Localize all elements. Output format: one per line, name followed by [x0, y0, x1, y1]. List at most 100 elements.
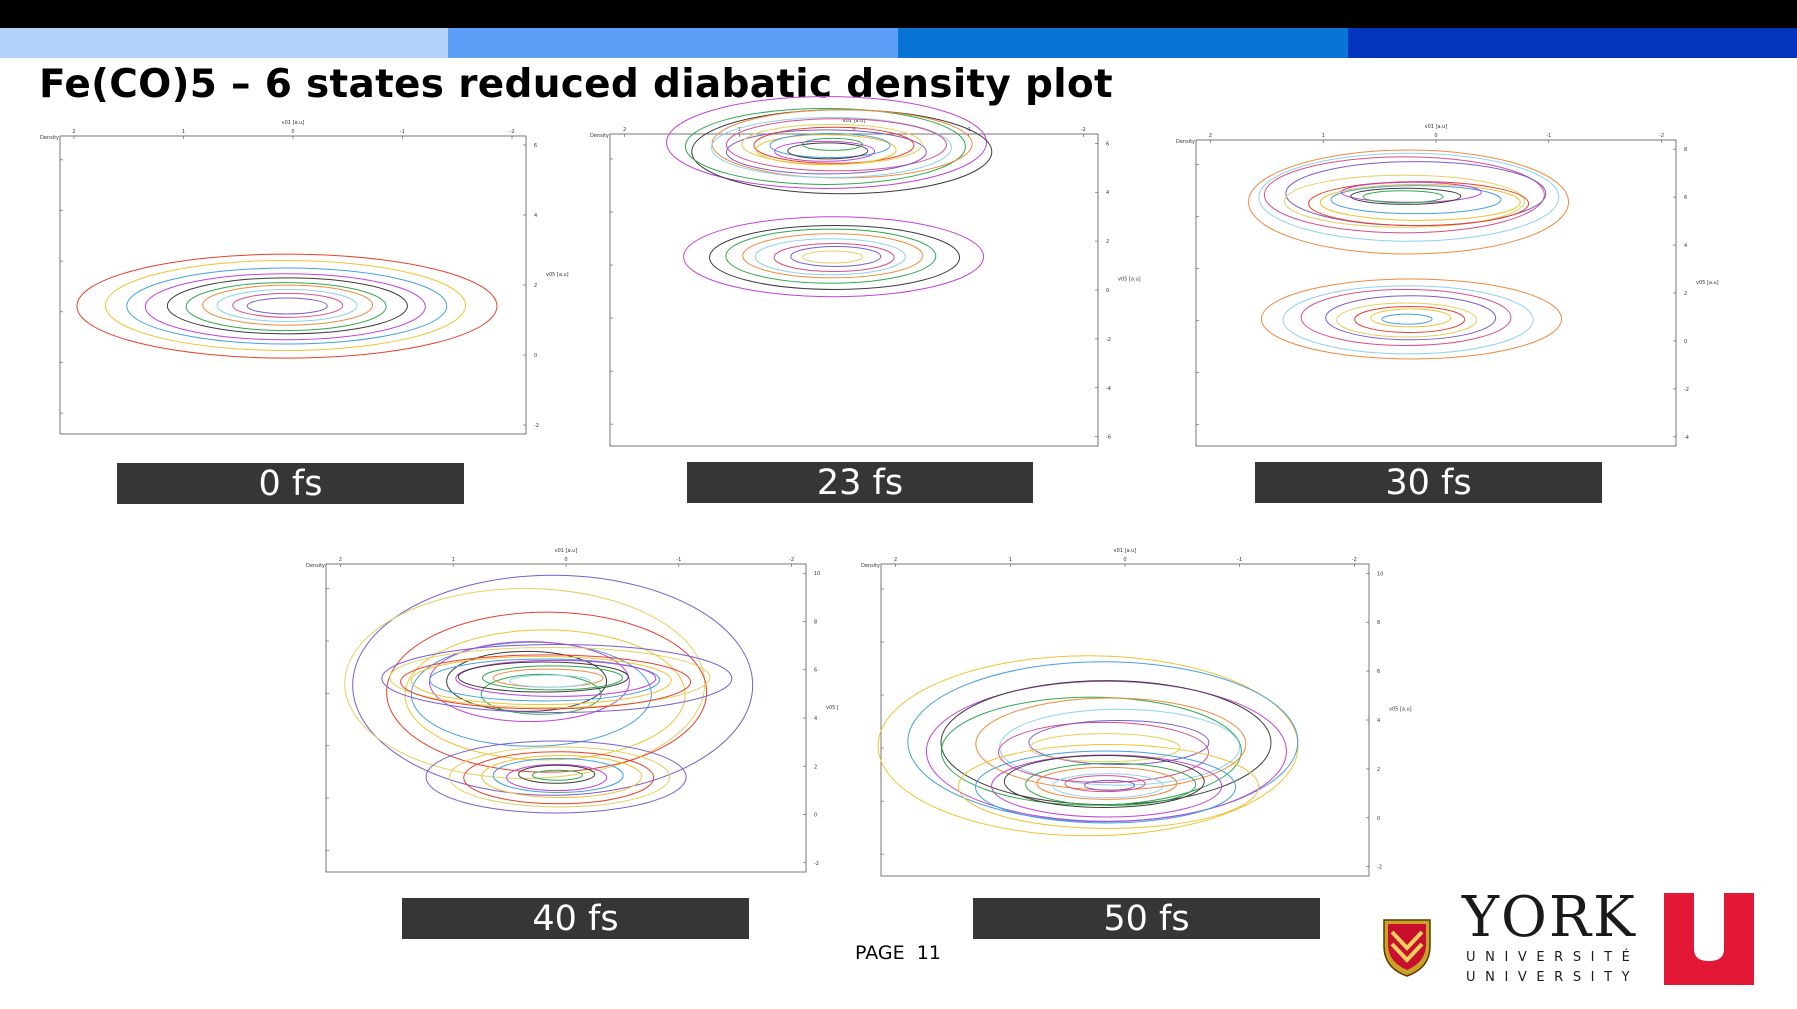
contour-line [1319, 183, 1521, 221]
contour-line [1028, 719, 1210, 765]
x-tick-label: 0 [564, 557, 567, 563]
contour-line [1381, 313, 1433, 325]
corner-label: Density [306, 563, 325, 569]
y-axis-label: v05 [a.u] [1389, 707, 1412, 713]
plot-frame [609, 133, 1099, 447]
caption-23fs: 23 fs [687, 462, 1033, 503]
contour-line [76, 253, 498, 359]
density-plot-50fs: 2 1 0 -1 -2 v01 [a.u] Density 10 8 6 4 2 0 -2 v05 [a.u… [855, 544, 1415, 884]
york-u-mark-icon [1664, 893, 1754, 985]
y-axis-label: v05 [a.u] [1696, 280, 1719, 286]
y-tick-label: -2 [814, 861, 819, 867]
density-plot-svg: 2 1 0 -1 -2 v01 [a.u] Density 8 6 4 2 0 -2 -4 v05 [a.u… [1176, 124, 1719, 447]
contour-line [1258, 152, 1560, 242]
y-tick-label: 4 [1377, 718, 1380, 724]
y-tick-label: 0 [1684, 339, 1687, 345]
y-tick-label: 6 [534, 143, 537, 149]
y-axis-label: v05 [a.u] [1118, 277, 1141, 283]
contour-line [410, 641, 652, 747]
corner-label: Density [40, 135, 59, 141]
x-tick-label: -2 [510, 129, 515, 135]
x-axis-label: v01 [a.u] [1114, 548, 1137, 554]
x-axis-label: v01 [a.u] [555, 548, 578, 554]
x-tick-label: -2 [789, 557, 794, 563]
logo-wordmark: YORK [1462, 885, 1637, 950]
y-tick-label: -2 [1106, 337, 1111, 343]
contour-line [446, 650, 608, 712]
density-plot-23fs: 2 1 0 -1 -2 v01 [a.u] Density 6 4 2 0 -2 -4 -6 v05 [a.… [588, 96, 1148, 452]
y-tick-label: 10 [1377, 571, 1383, 577]
y-tick-label: 0 [534, 353, 537, 359]
x-tick-label: -1 [676, 557, 681, 563]
contour-line [232, 292, 344, 318]
contour-line [386, 611, 708, 773]
y-tick-label: -2 [1684, 387, 1689, 393]
contour-line [457, 661, 629, 693]
contour-line [429, 658, 661, 702]
contour-line [166, 277, 408, 335]
contour-line [755, 134, 897, 166]
contour-lines [76, 253, 498, 359]
y-tick-label: -2 [1377, 865, 1382, 871]
contour-line [1300, 288, 1512, 346]
x-tick-label: -1 [1546, 133, 1551, 139]
y-tick-label: 2 [1684, 291, 1687, 297]
x-tick-label: -1 [1237, 557, 1242, 563]
contour-line [509, 674, 591, 688]
contour-line [1336, 302, 1478, 338]
top-black-bar [0, 0, 1797, 28]
contour-line [1084, 779, 1136, 791]
y-tick-label: 6 [814, 668, 817, 674]
contour-lines [344, 574, 754, 814]
x-tick-label: 1 [1009, 557, 1012, 563]
y-tick-label: 10 [814, 571, 820, 577]
contour-line [506, 764, 608, 792]
contour-line [774, 140, 876, 162]
contour-line [246, 297, 328, 315]
contour-line [481, 665, 623, 691]
contour-line [1064, 775, 1146, 793]
logo-line-french: UNIVERSITÉ [1466, 950, 1640, 965]
header-band-3 [898, 28, 1348, 58]
contour-line [455, 659, 657, 697]
contour-lines [666, 96, 993, 298]
contour-line [1283, 174, 1525, 228]
contour-line [185, 282, 387, 332]
caption-30fs: 30 fs [1255, 462, 1602, 503]
contour-line [725, 129, 927, 175]
y-tick-label: 8 [814, 619, 817, 625]
y-tick-label: -4 [1106, 386, 1111, 392]
x-tick-label: 1 [452, 557, 455, 563]
density-plot-0fs: 2 1 0 -1 -2 v01 [a.u] Density 6 4 2 0 -2 v05 [a.u] [40, 116, 572, 436]
contour-line [1354, 305, 1466, 333]
header-band-1 [0, 28, 448, 58]
contour-line [518, 764, 596, 784]
y-tick-label: 4 [1106, 190, 1109, 196]
contour-line [344, 587, 706, 779]
x-tick-label: 0 [1434, 133, 1437, 139]
page-number: PAGE 11 [855, 942, 941, 964]
x-tick-label: -2 [1352, 557, 1357, 563]
contour-line [144, 273, 426, 341]
plot-body: 2 1 0 -1 -2 v01 [a.u] Density 6 4 2 0 -2 v05 [a.u] [40, 120, 569, 435]
y-tick-label: 6 [1377, 669, 1380, 675]
x-tick-label: 2 [72, 129, 75, 135]
y-tick-label: -6 [1106, 435, 1111, 441]
contour-line [725, 228, 937, 284]
contour-line [787, 142, 869, 160]
contour-line [400, 654, 692, 710]
y-tick-label: 4 [814, 716, 817, 722]
y-tick-label: 6 [1106, 141, 1109, 147]
contour-line [975, 750, 1237, 824]
y-tick-label: 8 [1684, 147, 1687, 153]
plot-body: 2 1 0 -1 -2 v01 [a.u] Density 6 4 2 0 -2 -4 -6 v05 [a.… [590, 118, 1141, 447]
contour-line [381, 643, 733, 713]
contour-line [1025, 762, 1197, 806]
x-tick-label: 0 [1123, 557, 1126, 563]
contour-line [202, 284, 374, 326]
contour-line [389, 647, 711, 709]
x-tick-label: 1 [738, 127, 741, 133]
